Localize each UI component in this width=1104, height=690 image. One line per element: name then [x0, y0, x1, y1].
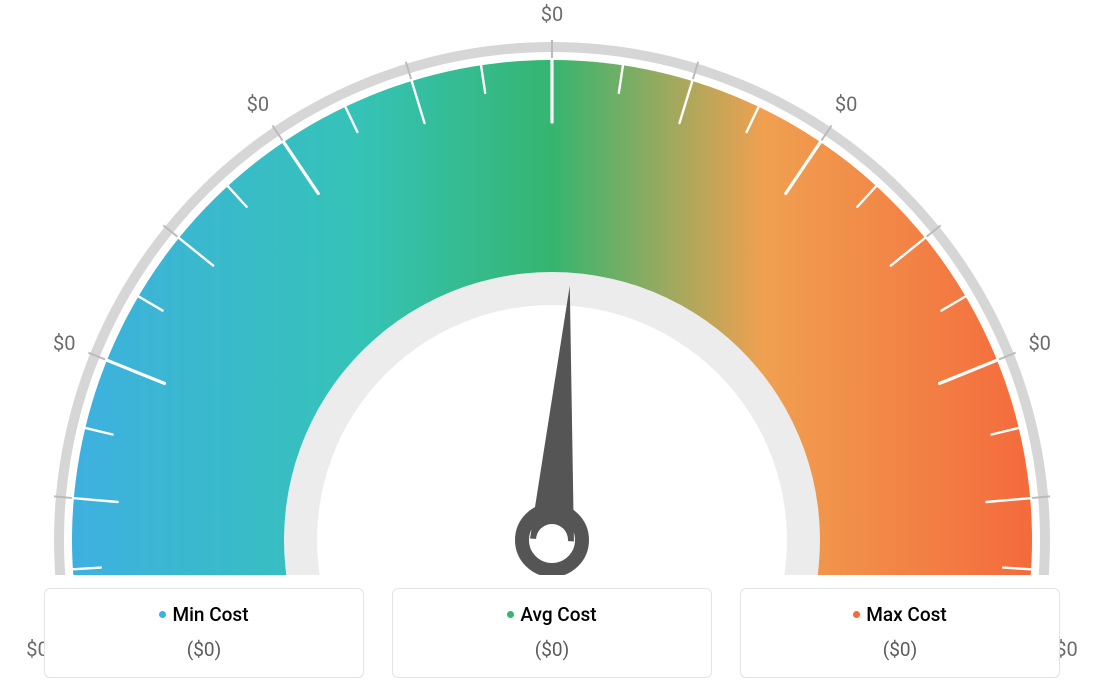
legend-label-min: Min Cost — [172, 603, 248, 626]
dot-icon — [507, 611, 514, 618]
legend-card-min: Min Cost ($0) — [44, 588, 364, 678]
scale-label: $0 — [247, 92, 269, 116]
scale-label: $0 — [541, 2, 563, 26]
legend-value-avg: ($0) — [403, 638, 701, 661]
dot-icon — [853, 611, 860, 618]
legend-value-max: ($0) — [751, 638, 1049, 661]
legend-title-min: Min Cost — [159, 603, 248, 626]
legend-card-avg: Avg Cost ($0) — [392, 588, 712, 678]
legend-label-avg: Avg Cost — [520, 603, 596, 626]
dot-icon — [159, 611, 166, 618]
gauge: $0$0$0$0$0$0$0 — [27, 15, 1077, 575]
chart-container: $0$0$0$0$0$0$0 Min Cost ($0) Avg Cost ($… — [0, 0, 1104, 690]
legend-card-max: Max Cost ($0) — [740, 588, 1060, 678]
scale-label: $0 — [1028, 331, 1050, 355]
legend-row: Min Cost ($0) Avg Cost ($0) Max Cost ($0… — [0, 588, 1104, 678]
legend-label-max: Max Cost — [866, 603, 946, 626]
scale-label: $0 — [835, 92, 857, 116]
legend-title-max: Max Cost — [853, 603, 946, 626]
legend-title-avg: Avg Cost — [507, 603, 596, 626]
scale-label: $0 — [53, 331, 75, 355]
legend-value-min: ($0) — [55, 638, 353, 661]
gauge-svg — [27, 15, 1077, 575]
